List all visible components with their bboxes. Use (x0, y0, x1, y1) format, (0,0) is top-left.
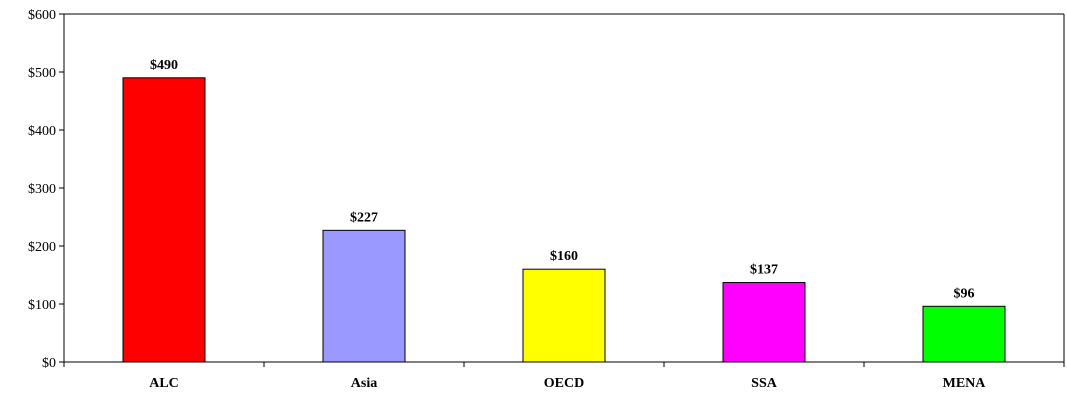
data-label: $137 (750, 263, 778, 278)
data-label: $160 (550, 249, 578, 264)
y-tick-label: $400 (28, 124, 56, 139)
bar-oecd (522, 268, 606, 363)
bars: $490 $227 $160 $137 $96 (122, 58, 1006, 363)
category-label: SSA (751, 376, 778, 391)
y-tick-label: $600 (28, 8, 56, 23)
data-label: $96 (954, 286, 975, 301)
y-tick-label: $200 (28, 240, 56, 255)
bar-mena (922, 305, 1006, 363)
y-axis: $0 $100 $200 $300 $400 $500 $600 (28, 8, 1065, 371)
category-label: Asia (351, 376, 377, 391)
bar-asia (322, 229, 406, 363)
x-axis: ALC Asia OECD SSA MENA (63, 361, 1065, 391)
y-tick-label: $0 (42, 356, 56, 371)
data-label: $490 (150, 58, 178, 73)
y-tick-label: $100 (28, 298, 56, 313)
data-label: $227 (350, 210, 378, 225)
bar-alc (122, 77, 206, 363)
category-label: MENA (943, 376, 987, 391)
category-label: ALC (149, 376, 179, 391)
category-label: OECD (544, 376, 584, 391)
y-tick-label: $500 (28, 66, 56, 81)
bar-ssa (722, 282, 806, 363)
y-tick-label: $300 (28, 182, 56, 197)
